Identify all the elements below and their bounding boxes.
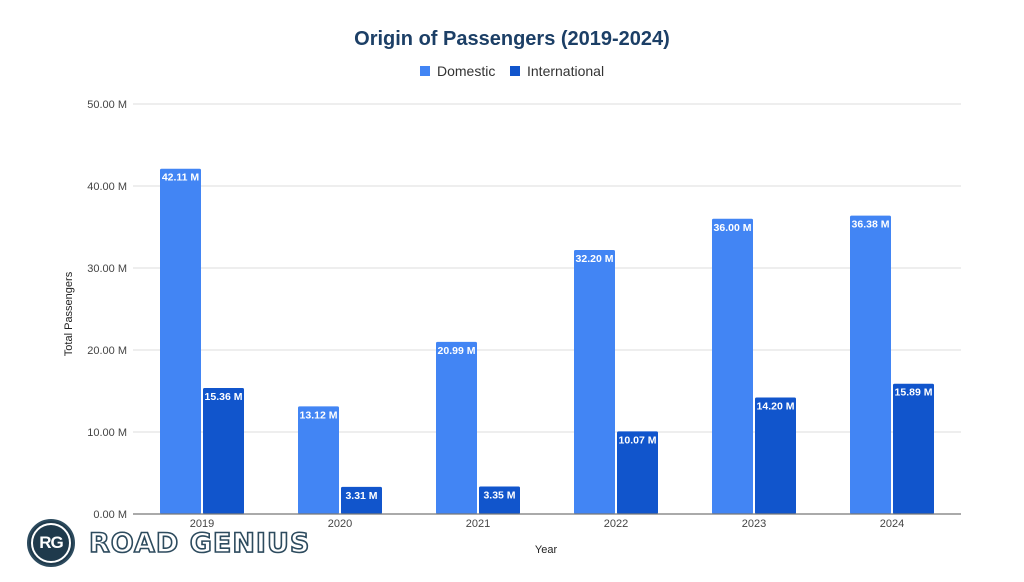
- logo-badge-icon: RG: [27, 519, 75, 567]
- legend-swatch-domestic: [420, 66, 430, 76]
- legend-label-domestic: Domestic: [437, 63, 495, 79]
- road-genius-logo: RG ROAD GENIUS: [27, 517, 310, 569]
- bar-international-2020: [341, 486, 382, 514]
- data-label-international-2019: 15.36 M: [205, 391, 243, 403]
- bar-international-2024: [893, 383, 934, 514]
- y-tick-label: 10.00 M: [87, 427, 127, 439]
- data-label-domestic-2021: 20.99 M: [438, 345, 476, 357]
- legend-label-international: International: [527, 63, 604, 79]
- bar-international-2021: [479, 486, 520, 514]
- gridlines: [133, 103, 961, 433]
- bar-international-2019: [203, 388, 244, 514]
- y-tick-label: 0.00 M: [93, 509, 127, 521]
- bar-domestic-2019: [160, 168, 201, 514]
- logo-wordmark: ROAD GENIUS: [88, 527, 311, 560]
- x-tick-label: 2023: [742, 518, 766, 530]
- logo-initials: RG: [31, 523, 71, 563]
- y-tick-label: 20.00 M: [87, 345, 127, 357]
- x-tick-label: 2019: [190, 518, 214, 530]
- bar-domestic-2023: [712, 218, 753, 515]
- data-label-international-2024: 15.89 M: [895, 387, 933, 399]
- y-axis-ticks: 0.00 M 10.00 M 20.00 M 30.00 M 40.00 M 50.00 …: [87, 99, 127, 521]
- data-label-international-2023: 14.20 M: [757, 401, 795, 413]
- y-tick-label: 40.00 M: [87, 181, 127, 193]
- bar-international-2023: [755, 397, 796, 514]
- bar-domestic-2022: [574, 249, 615, 514]
- data-label-international-2021: 3.35 M: [483, 490, 515, 502]
- bar-international-2022: [617, 431, 658, 514]
- y-axis-title: Total Passengers: [63, 271, 75, 356]
- legend-swatch-international: [510, 66, 520, 76]
- data-label-international-2022: 10.07 M: [619, 434, 657, 446]
- bar-domestic-2024: [850, 215, 891, 514]
- x-tick-label: 2020: [328, 518, 352, 530]
- x-tick-label: 2021: [466, 518, 490, 530]
- data-label-domestic-2020: 13.12 M: [300, 409, 338, 421]
- data-label-international-2020: 3.31 M: [345, 490, 377, 502]
- x-tick-label: 2022: [604, 518, 628, 530]
- y-tick-label: 30.00 M: [87, 263, 127, 275]
- x-axis-title: Year: [535, 544, 558, 556]
- bar-domestic-2021: [436, 341, 477, 514]
- data-label-domestic-2019: 42.11 M: [162, 172, 200, 184]
- data-labels: 42.11 M 15.36 M 13.12 M 3.31 M 20.99 M 3.35 M…: [162, 172, 933, 502]
- y-tick-label: 50.00 M: [87, 99, 127, 111]
- data-label-domestic-2023: 36.00 M: [714, 222, 752, 234]
- bar-domestic-2020: [298, 406, 339, 514]
- data-label-domestic-2022: 32.20 M: [576, 253, 614, 265]
- data-label-domestic-2024: 36.38 M: [852, 219, 890, 231]
- bars: [160, 168, 934, 515]
- x-axis-ticks: 2019 2020 2021 2022 2023 2024: [190, 518, 904, 530]
- chart-title: Origin of Passengers (2019-2024): [354, 28, 670, 50]
- legend: Domestic International: [420, 63, 604, 79]
- x-tick-label: 2024: [880, 518, 904, 530]
